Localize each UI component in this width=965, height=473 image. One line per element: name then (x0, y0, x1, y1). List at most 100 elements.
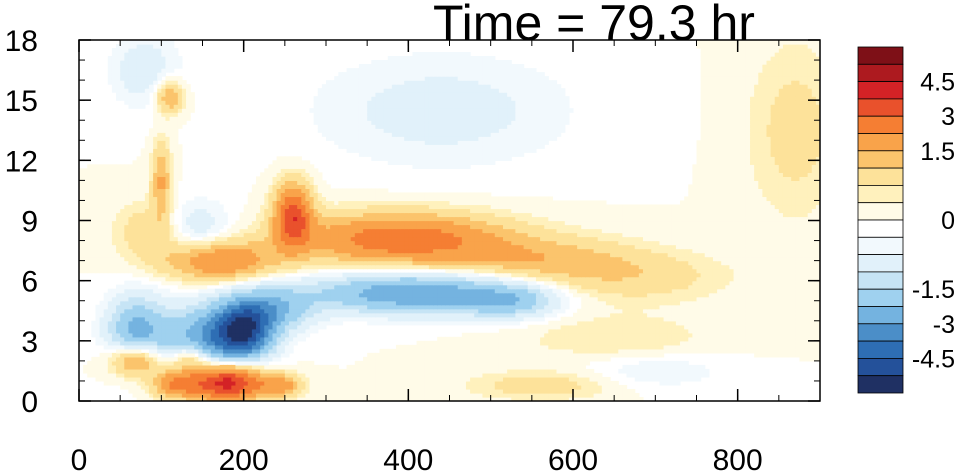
contour-cell (111, 336, 117, 342)
contour-cell (721, 328, 726, 334)
contour-cell (593, 356, 599, 362)
contour-cell (601, 316, 607, 322)
contour-cell (148, 344, 154, 350)
contour-cell (330, 264, 335, 270)
contour-cell (737, 280, 743, 286)
contour-cell (486, 264, 492, 270)
contour-cell (144, 344, 150, 350)
contour-cell (391, 368, 397, 374)
contour-cell (260, 308, 265, 314)
contour-cell (704, 312, 710, 318)
contour-cell (708, 336, 714, 342)
contour-cell (490, 392, 496, 398)
contour-cell (486, 316, 492, 322)
contour-cell (272, 264, 278, 270)
contour-cell (363, 276, 368, 282)
contour-cell (725, 296, 731, 302)
contour-cell (811, 320, 817, 326)
contour-cell (605, 304, 611, 310)
contour-cell (136, 336, 142, 342)
contour-cell (507, 392, 512, 398)
contour-cell (815, 292, 820, 298)
contour-cell (474, 396, 479, 401)
contour-cell (190, 308, 195, 314)
contour-cell (264, 312, 269, 318)
contour-cell (696, 336, 702, 342)
contour-cell (441, 284, 446, 290)
contour-cell (338, 308, 344, 314)
contour-cell (227, 300, 232, 306)
contour-cell (165, 324, 171, 330)
contour-cell (256, 376, 261, 382)
contour-cell (811, 276, 817, 282)
contour-cell (441, 396, 446, 401)
contour-cell (651, 320, 656, 326)
contour-cell (535, 312, 541, 318)
contour-cell (486, 348, 492, 354)
contour-cell (218, 344, 224, 350)
contour-cell (350, 284, 356, 290)
contour-cell (276, 284, 282, 290)
contour-cell (157, 332, 162, 338)
contour-cell (449, 392, 455, 398)
contour-cell (235, 380, 241, 386)
contour-cell (186, 352, 191, 358)
contour-cell (441, 348, 446, 354)
contour-cell (630, 388, 636, 394)
contour-cell (663, 304, 669, 310)
contour-cell (330, 372, 335, 378)
contour-cell (614, 384, 619, 390)
contour-cell (231, 348, 237, 354)
contour-cell (186, 308, 191, 314)
contour-cell (309, 316, 315, 322)
contour-cell (379, 384, 385, 390)
contour-cell (577, 264, 582, 270)
contour-cell (544, 264, 549, 270)
contour-cell (700, 300, 706, 306)
contour-cell (140, 324, 146, 330)
contour-cell (235, 344, 241, 350)
contour-cell (128, 328, 134, 334)
contour-cell (688, 348, 693, 354)
contour-cell (99, 324, 105, 330)
contour-cell (338, 392, 344, 398)
contour-cell (251, 292, 257, 298)
contour-cell (659, 368, 665, 374)
contour-cell (218, 276, 224, 282)
contour-cell (165, 316, 171, 322)
contour-cell (354, 364, 360, 370)
contour-cell (367, 384, 372, 390)
contour-cell (144, 384, 150, 390)
contour-cell (511, 328, 516, 334)
contour-cell (140, 304, 146, 310)
contour-cell (346, 368, 352, 374)
contour-cell (601, 380, 607, 386)
contour-cell (297, 264, 302, 270)
contour-cell (708, 348, 714, 354)
contour-cell (605, 296, 611, 302)
contour-cell (321, 392, 327, 398)
contour-cell (474, 384, 479, 390)
contour-cell (177, 364, 183, 370)
contour-cell (774, 320, 780, 326)
contour-cell (754, 344, 759, 350)
contour-cell (535, 336, 541, 342)
contour-cell (659, 364, 665, 370)
contour-cell (239, 312, 245, 318)
contour-cell (478, 300, 484, 306)
contour-cell (667, 268, 673, 274)
contour-cell (375, 380, 381, 386)
contour-cell (235, 304, 241, 310)
contour-cell (132, 336, 138, 342)
contour-cell (210, 360, 216, 366)
contour-cell (811, 344, 817, 350)
contour-cell (762, 344, 768, 350)
contour-cell (527, 396, 533, 401)
contour-cell (556, 348, 562, 354)
contour-cell (700, 292, 706, 298)
contour-cell (799, 348, 805, 354)
contour-cell (247, 276, 253, 282)
contour-cell (136, 380, 142, 386)
contour-cell (573, 316, 578, 322)
contour-cell (642, 360, 648, 366)
